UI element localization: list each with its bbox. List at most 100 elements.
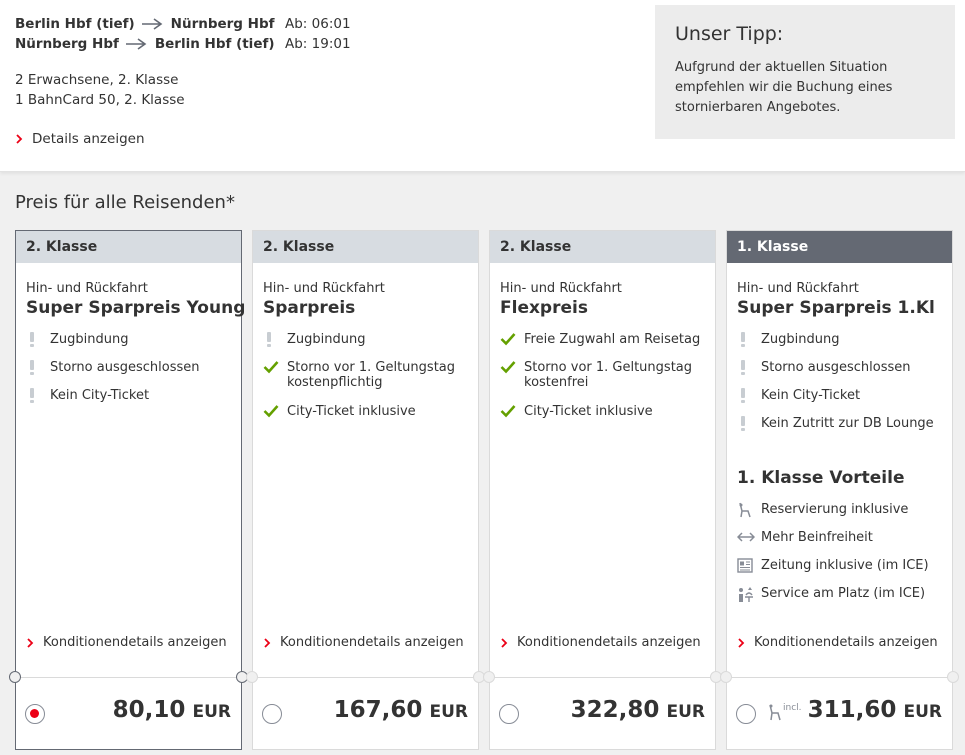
divider — [16, 677, 241, 678]
feature-item: Zugbindung — [263, 332, 468, 360]
trip-type: Hin- und Rückfahrt — [737, 281, 859, 296]
fare-card-sparpreis[interactable]: 2. Klasse Hin- und Rückfahrt Sparpreis Z… — [246, 230, 485, 750]
conditions-link[interactable]: Konditionendetails anzeigen — [737, 635, 938, 650]
fare-price: 322,80 EUR — [571, 697, 705, 723]
outbound-departure: Ab: 06:01 — [285, 16, 351, 32]
feature-item: Kein Zutritt zur DB Lounge — [737, 416, 942, 444]
conditions-link-label: Konditionendetails anzeigen — [517, 635, 701, 650]
fare-radio-selected[interactable] — [25, 704, 45, 724]
fare-card-super-sparpreis-young[interactable]: 2. Klasse Hin- und Rückfahrt Super Sparp… — [9, 230, 248, 750]
card-class-header: 2. Klasse — [490, 231, 715, 263]
fare-price: 80,10 EUR — [113, 697, 231, 723]
return-from: Nürnberg Hbf — [15, 36, 119, 52]
fare-card-flexpreis[interactable]: 2. Klasse Hin- und Rückfahrt Flexpreis F… — [483, 230, 722, 750]
feature-text: Storno vor 1. Geltungstag kostenfrei — [524, 360, 693, 390]
feature-item: Freie Zugwahl am Reisetag — [500, 332, 705, 360]
feature-list: Zugbindung Storno vor 1. Geltungstag kos… — [263, 332, 468, 432]
advantage-text: Mehr Beinfreiheit — [761, 530, 873, 545]
price-currency: EUR — [429, 702, 468, 722]
advantage-item: Reservierung inklusive — [737, 502, 942, 530]
arrow-right-icon — [141, 18, 163, 30]
price-currency: EUR — [903, 702, 942, 722]
chevron-right-icon — [738, 637, 745, 648]
trip-type: Hin- und Rückfahrt — [26, 281, 148, 296]
feature-text: City-Ticket inklusive — [524, 404, 653, 419]
chevron-right-icon — [264, 637, 271, 648]
price-currency: EUR — [192, 702, 231, 722]
feature-text: Kein Zutritt zur DB Lounge — [761, 416, 934, 431]
divider — [490, 677, 715, 678]
outbound-to: Nürnberg Hbf — [170, 16, 275, 32]
return-departure: Ab: 19:01 — [285, 36, 351, 52]
chevron-right-icon — [16, 134, 23, 144]
notch — [483, 671, 495, 683]
exclamation-icon — [741, 416, 745, 431]
checkmark-icon — [500, 405, 516, 418]
notch — [9, 671, 21, 683]
checkmark-icon — [263, 405, 279, 418]
feature-item: City-Ticket inklusive — [263, 404, 468, 432]
feature-text: Storno ausgeschlossen — [761, 360, 911, 375]
fare-price: 167,60 EUR — [334, 697, 468, 723]
newspaper-icon — [737, 558, 753, 573]
trip-type: Hin- und Rückfahrt — [500, 281, 622, 296]
conditions-link[interactable]: Konditionendetails anzeigen — [500, 635, 701, 650]
price-amount: 80,10 — [112, 697, 186, 723]
feature-list: Zugbindung Storno ausgeschlossen Kein Ci… — [737, 332, 942, 444]
seat-icon — [739, 502, 751, 518]
feature-text: Kein City-Ticket — [50, 388, 150, 403]
feature-item: Storno vor 1. Geltungstag kostenfrei — [500, 360, 705, 404]
card-class-header: 1. Klasse — [727, 231, 952, 263]
feature-text: Freie Zugwahl am Reisetag — [524, 332, 701, 347]
checkmark-icon — [263, 361, 279, 374]
incl-label: incl. — [783, 703, 802, 713]
advantage-item: Mehr Beinfreiheit — [737, 530, 942, 558]
exclamation-icon — [741, 388, 745, 403]
fare-name: Flexpreis — [500, 298, 588, 318]
feature-list: Freie Zugwahl am Reisetag Storno vor 1. … — [500, 332, 705, 432]
fare-name: Super Sparpreis 1.Kl — [737, 298, 935, 318]
details-link[interactable]: Details anzeigen — [15, 131, 145, 147]
return-to: Berlin Hbf (tief) — [154, 36, 275, 52]
advantage-text: Service am Platz (im ICE) — [761, 586, 926, 601]
price-amount: 322,80 — [570, 697, 660, 723]
advantage-text: Reservierung inklusive — [761, 502, 909, 517]
feature-text: Kein City-Ticket — [761, 388, 861, 403]
fare-radio[interactable] — [499, 704, 519, 724]
seat-service-icon — [739, 587, 753, 602]
chevron-right-icon — [27, 637, 34, 648]
conditions-link-label: Konditionendetails anzeigen — [280, 635, 464, 650]
divider — [727, 677, 952, 678]
advantage-text: Zeitung inklusive (im ICE) — [761, 558, 929, 573]
notch — [720, 671, 732, 683]
feature-item: Zugbindung — [737, 332, 942, 360]
feature-list: Zugbindung Storno ausgeschlossen Kein Ci… — [26, 332, 231, 416]
exclamation-icon — [741, 332, 745, 347]
fare-card-super-sparpreis-1kl[interactable]: 1. Klasse Hin- und Rückfahrt Super Sparp… — [720, 230, 959, 750]
chevron-right-icon — [501, 637, 508, 648]
feature-text: Storno ausgeschlossen — [50, 360, 200, 375]
passengers-info: 2 Erwachsene, 2. Klasse — [15, 72, 179, 88]
advantages-list: Reservierung inklusive Mehr Beinfreiheit… — [737, 502, 942, 614]
advantage-item: Service am Platz (im ICE) — [737, 586, 942, 614]
feature-item: Storno ausgeschlossen — [737, 360, 942, 388]
conditions-link[interactable]: Konditionendetails anzeigen — [26, 635, 227, 650]
card-class-header: 2. Klasse — [253, 231, 478, 263]
fare-radio[interactable] — [736, 704, 756, 724]
tip-title: Unser Tipp: — [675, 23, 784, 45]
feature-text: Zugbindung — [287, 332, 366, 347]
checkmark-icon — [500, 333, 516, 346]
conditions-link[interactable]: Konditionendetails anzeigen — [263, 635, 464, 650]
exclamation-icon — [30, 388, 34, 403]
feature-item: Storno vor 1. Geltungstag kostenpflichti… — [263, 360, 468, 404]
notch — [246, 671, 258, 683]
outbound-route: Berlin Hbf (tief) Nürnberg Hbf — [15, 16, 275, 32]
conditions-link-label: Konditionendetails anzeigen — [754, 635, 938, 650]
exclamation-icon — [267, 332, 271, 347]
seat-reservation-included: incl. — [767, 703, 802, 721]
card-class-header: 2. Klasse — [16, 231, 241, 263]
fare-radio[interactable] — [262, 704, 282, 724]
feature-text: Storno vor 1. Geltungstag kostenpflichti… — [287, 360, 456, 390]
notch — [947, 671, 959, 683]
fare-price: 311,60 EUR — [808, 697, 942, 723]
